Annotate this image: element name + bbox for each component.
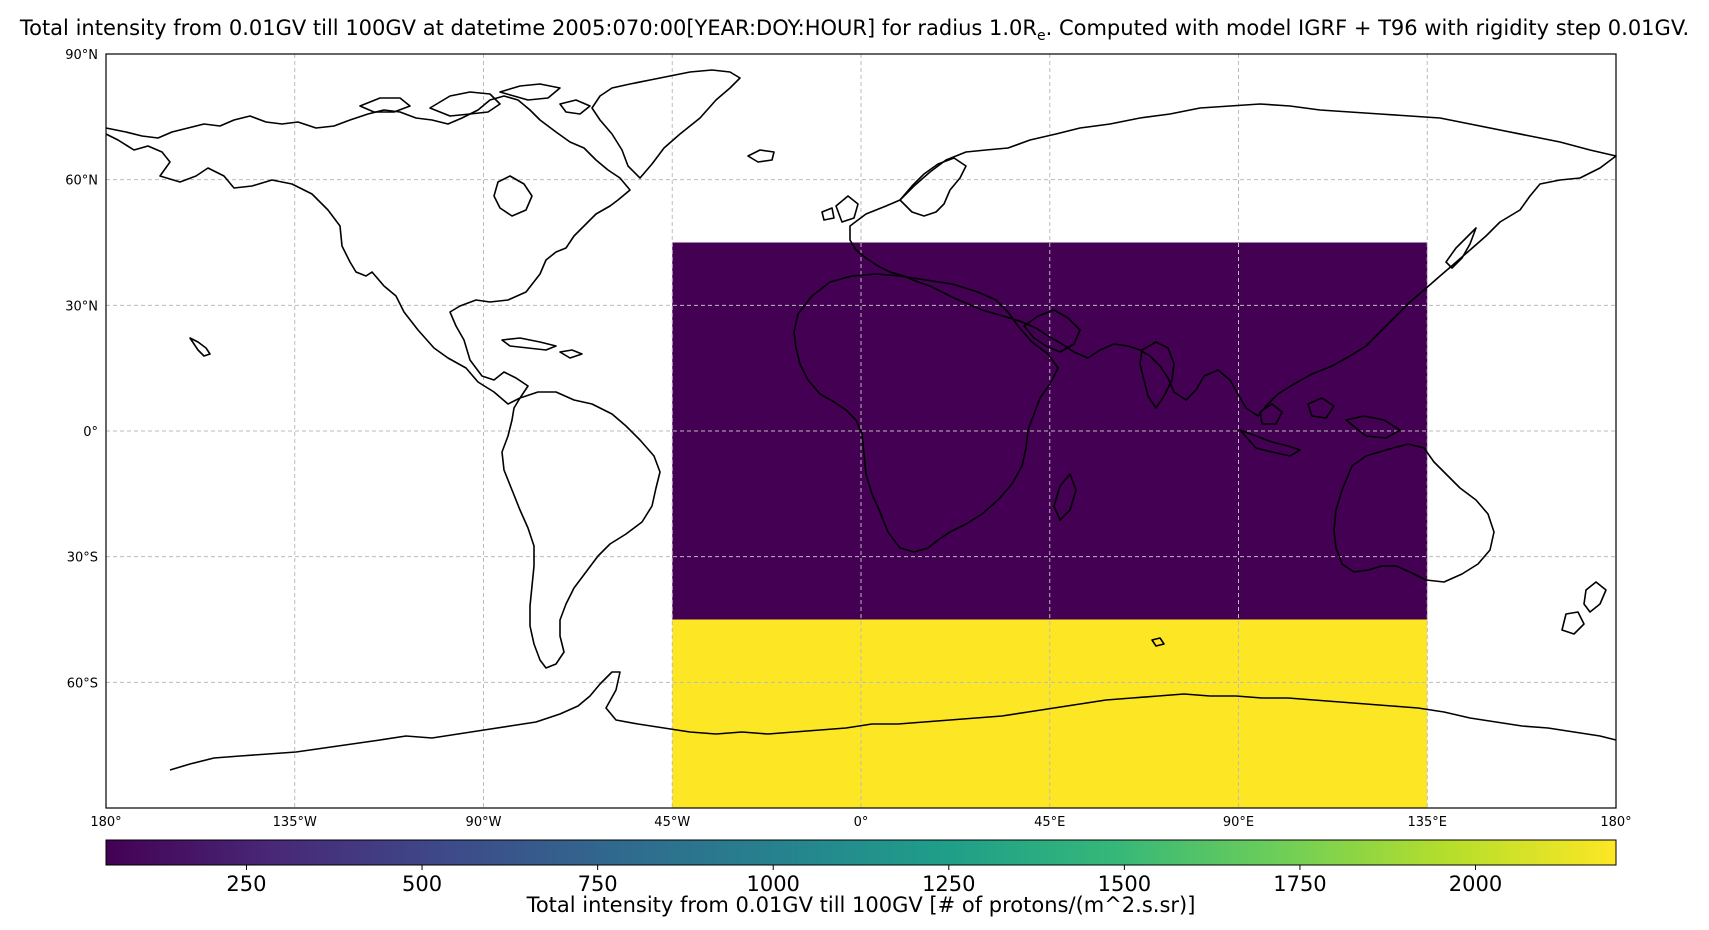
colorbar-tick-label: 500 (402, 872, 442, 896)
lon-tick-label: 135°W (273, 815, 317, 830)
coastlines (105, 69, 1617, 771)
coastline-arctic-islands (359, 83, 591, 117)
lat-tick-label: 60°S (67, 676, 98, 691)
colorbar-tick-label: 1250 (922, 872, 975, 896)
colorbar-tick-label: 1000 (746, 872, 799, 896)
coastline-hawaii (189, 337, 211, 357)
coastline-kerguelen (1151, 637, 1165, 647)
lat-tick-label: 30°N (65, 299, 98, 314)
colorbar-tick-label: 250 (226, 872, 266, 896)
coastline-india (1139, 341, 1175, 409)
coastline-north-america (105, 95, 631, 405)
coastline-scandinavia (899, 157, 967, 217)
coastline-arabia (1023, 309, 1081, 353)
coastline-caribbean (501, 337, 583, 359)
lon-tick-label: 180° (1600, 815, 1631, 830)
coastline-south-america (501, 391, 661, 669)
coastline-antarctica (169, 671, 1617, 771)
lon-tick-label: 45°W (654, 815, 690, 830)
data-cell-0 (672, 242, 1428, 620)
coastline-australia (1333, 443, 1495, 583)
coastline-japan (1445, 227, 1477, 269)
colorbar-tick-label: 1500 (1098, 872, 1151, 896)
coastline-africa (793, 273, 1059, 553)
coastline-greenland (591, 69, 741, 179)
lon-tick-label: 0° (854, 815, 869, 830)
colorbar-tick-label: 2000 (1449, 872, 1502, 896)
coastline-british-isles (821, 195, 859, 223)
colorbar-gradient (105, 839, 1617, 866)
coastline-new-zealand (1561, 581, 1607, 635)
colorbar-label: Total intensity from 0.01GV till 100GV [… (526, 893, 1196, 917)
lat-tick-label: 90°N (65, 48, 98, 63)
lat-tick-label: 0° (83, 425, 98, 440)
lon-tick-label: 90°W (466, 815, 502, 830)
map-frame (105, 53, 1617, 809)
coastline-iceland (747, 149, 775, 163)
coastline-hudson-bay (493, 175, 533, 217)
longitude-tick-labels: 180° 135°W 90°W 45°W 0° 45°E 90°E 135°E 180° (90, 815, 1631, 830)
chart-title: Total intensity from 0.01GV till 100GV a… (19, 16, 1690, 45)
lat-tick-label: 60°N (65, 174, 98, 189)
coastline-madagascar (1053, 473, 1077, 521)
lon-tick-label: 90°E (1223, 815, 1254, 830)
colorbar-tick-label: 1750 (1273, 872, 1326, 896)
lat-tick-label: 30°S (67, 551, 98, 566)
coastline-indonesia (1239, 397, 1401, 457)
lon-tick-label: 135°E (1407, 815, 1447, 830)
coastline-eurasia (849, 103, 1617, 417)
colorbar-tick-label: 750 (578, 872, 618, 896)
colorbar: 250 500 750 1000 1250 1500 1750 2000 Total inte… (105, 839, 1617, 917)
lon-tick-label: 45°E (1034, 815, 1065, 830)
colorbar-ticks: 250 500 750 1000 1250 1500 1750 2000 (226, 865, 1502, 896)
latitude-tick-labels: 90°N 60°N 30°N 0° 30°S 60°S (65, 48, 98, 691)
lon-tick-label: 180° (90, 815, 121, 830)
